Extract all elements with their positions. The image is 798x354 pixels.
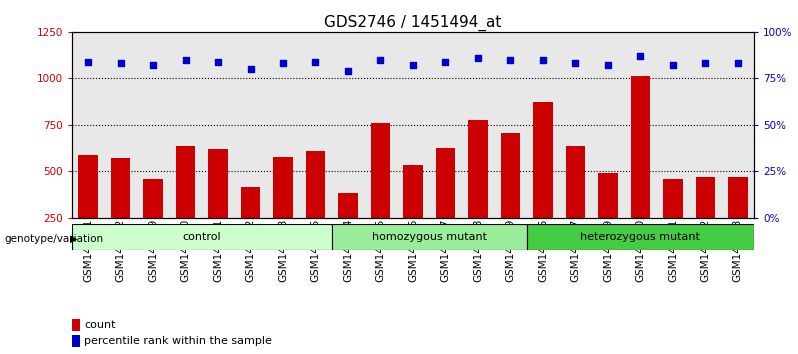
Point bbox=[699, 61, 712, 66]
Point bbox=[504, 57, 517, 63]
Text: heterozygous mutant: heterozygous mutant bbox=[580, 232, 701, 242]
Point bbox=[666, 62, 679, 68]
Bar bbox=[111, 158, 130, 264]
Bar bbox=[144, 179, 163, 264]
Bar bbox=[468, 120, 488, 264]
Bar bbox=[527, 224, 754, 250]
Bar bbox=[332, 224, 527, 250]
Text: ▶: ▶ bbox=[70, 234, 77, 244]
Bar bbox=[72, 319, 80, 331]
Bar bbox=[533, 102, 553, 264]
Point bbox=[277, 61, 290, 66]
Text: genotype/variation: genotype/variation bbox=[4, 234, 103, 244]
Point bbox=[472, 55, 484, 61]
Bar bbox=[436, 148, 455, 264]
Bar bbox=[273, 157, 293, 264]
Bar bbox=[696, 177, 715, 264]
Point bbox=[211, 59, 224, 64]
Point bbox=[439, 59, 452, 64]
Point bbox=[406, 62, 420, 68]
Bar bbox=[72, 224, 332, 250]
Point bbox=[634, 53, 646, 59]
Text: control: control bbox=[183, 232, 221, 242]
Point bbox=[114, 61, 127, 66]
Bar bbox=[176, 146, 196, 264]
Point bbox=[732, 61, 745, 66]
Bar bbox=[371, 123, 390, 264]
Bar bbox=[403, 165, 423, 264]
Title: GDS2746 / 1451494_at: GDS2746 / 1451494_at bbox=[324, 14, 502, 30]
Bar bbox=[500, 133, 520, 264]
Text: homozygous mutant: homozygous mutant bbox=[372, 232, 487, 242]
Point bbox=[179, 57, 192, 63]
Bar bbox=[566, 146, 585, 264]
Point bbox=[536, 57, 549, 63]
Bar bbox=[241, 187, 260, 264]
Point bbox=[81, 59, 94, 64]
Bar bbox=[208, 149, 227, 264]
Text: count: count bbox=[84, 320, 116, 330]
Bar bbox=[78, 154, 98, 264]
Bar bbox=[306, 151, 326, 264]
Bar bbox=[598, 173, 618, 264]
Point bbox=[147, 62, 160, 68]
Bar bbox=[630, 76, 650, 264]
Text: percentile rank within the sample: percentile rank within the sample bbox=[84, 336, 272, 346]
Bar bbox=[728, 177, 748, 264]
Bar bbox=[663, 179, 682, 264]
Point bbox=[309, 59, 322, 64]
Point bbox=[569, 61, 582, 66]
Bar bbox=[72, 335, 80, 347]
Point bbox=[602, 62, 614, 68]
Point bbox=[342, 68, 354, 74]
Bar bbox=[338, 193, 358, 264]
Point bbox=[374, 57, 387, 63]
Point bbox=[244, 66, 257, 72]
